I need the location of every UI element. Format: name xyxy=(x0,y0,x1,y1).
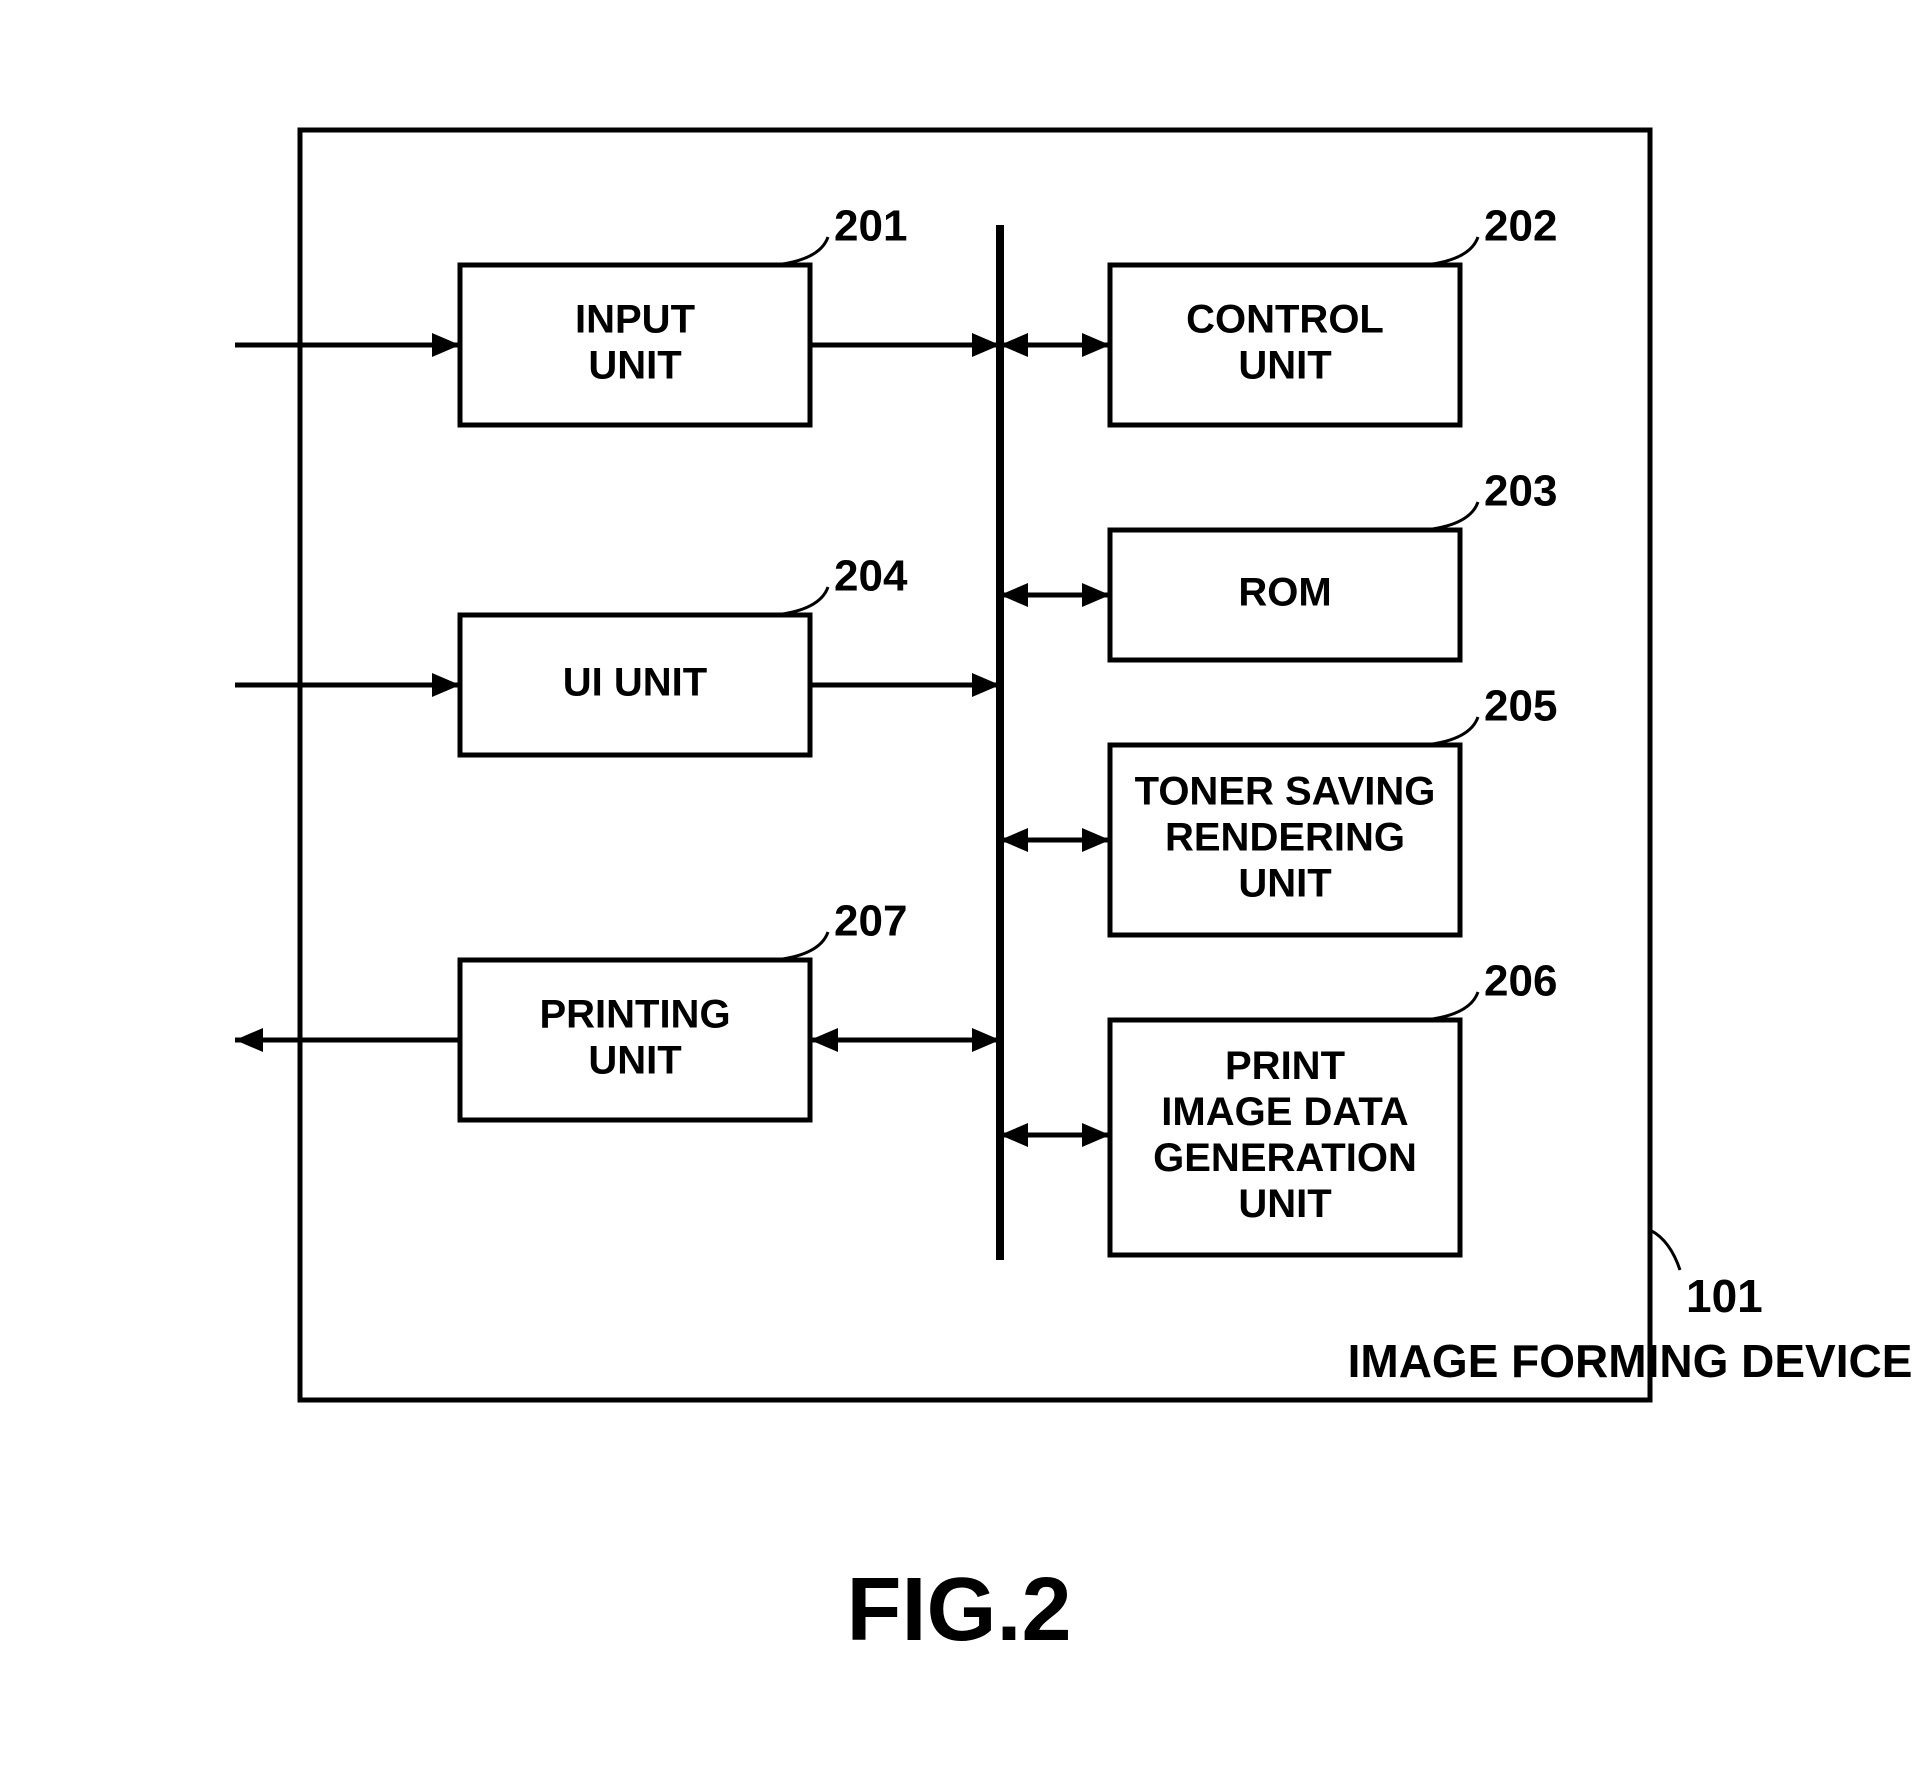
ref-101: 101 xyxy=(1686,1270,1763,1322)
control-label-0: CONTROL xyxy=(1186,298,1384,342)
svg-text:204: 204 xyxy=(834,552,908,601)
svg-text:205: 205 xyxy=(1484,682,1557,731)
svg-text:202: 202 xyxy=(1484,202,1557,251)
gen-label-0: PRINT xyxy=(1225,1044,1345,1088)
toner-label-0: TONER SAVING xyxy=(1135,770,1436,814)
print-label-0: PRINTING xyxy=(539,993,730,1037)
rom-label-0: ROM xyxy=(1238,571,1331,615)
gen-label-1: IMAGE DATA xyxy=(1161,1090,1408,1134)
print-label-1: UNIT xyxy=(588,1039,681,1083)
toner-label-2: UNIT xyxy=(1238,862,1331,906)
input-label-1: UNIT xyxy=(588,344,681,388)
toner-label-1: RENDERING xyxy=(1165,816,1405,860)
ui-label-0: UI UNIT xyxy=(563,661,707,705)
svg-text:201: 201 xyxy=(834,202,907,251)
gen-label-2: GENERATION xyxy=(1153,1136,1417,1180)
device-label: IMAGE FORMING DEVICE xyxy=(1348,1335,1913,1387)
svg-text:203: 203 xyxy=(1484,467,1557,516)
input-label-0: INPUT xyxy=(575,298,695,342)
svg-text:206: 206 xyxy=(1484,957,1557,1006)
control-label-1: UNIT xyxy=(1238,344,1331,388)
figure-label: FIG.2 xyxy=(846,1560,1071,1660)
svg-text:207: 207 xyxy=(834,897,907,946)
gen-label-3: UNIT xyxy=(1238,1182,1331,1226)
